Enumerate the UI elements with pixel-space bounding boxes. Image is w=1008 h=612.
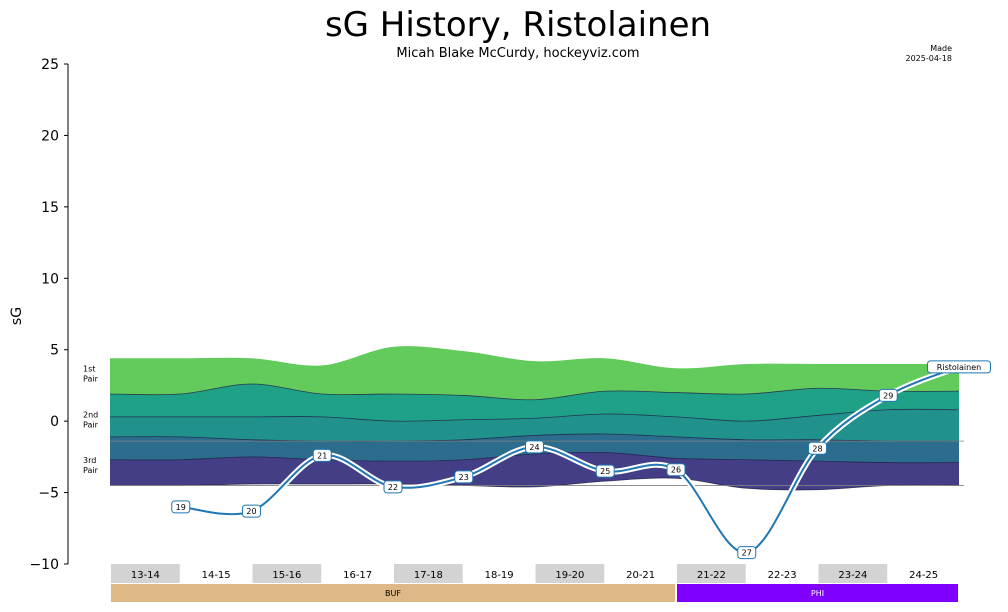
point-label-box	[383, 480, 403, 494]
point-label: 26	[671, 466, 681, 475]
season-label: 20-21	[626, 570, 655, 581]
point-label-box	[242, 504, 261, 518]
y-tick-label: 25	[41, 57, 59, 73]
y-tick-label: 0	[50, 414, 59, 430]
season-label: 15-16	[272, 570, 301, 581]
point-label-box	[312, 448, 332, 462]
point-label-box	[595, 464, 615, 478]
point-label: 25	[600, 467, 610, 476]
point-label: 19	[176, 503, 186, 512]
y-tick-label: −5	[38, 486, 59, 502]
season-label: 24-25	[909, 570, 938, 581]
point-label-box	[171, 500, 191, 514]
season-label: 22-23	[768, 570, 797, 581]
point-label-box	[808, 441, 827, 455]
season-label: 16-17	[343, 570, 372, 581]
point-label: 29	[883, 391, 893, 400]
y-axis: −10 −5 0 5 10 15 20 25	[29, 57, 69, 573]
season-cell	[252, 564, 322, 583]
band-boundary-line	[109, 433, 960, 442]
point-label: 24	[529, 443, 539, 452]
point-label-box	[454, 470, 474, 484]
y-tick-label: 5	[50, 343, 59, 359]
season-cell	[535, 564, 605, 583]
chart-subtitle: Micah Blake McCurdy, hockeyviz.com	[396, 46, 639, 61]
tier-band	[110, 346, 959, 400]
season-label: 17-18	[414, 570, 443, 581]
tier-label: Pair	[83, 466, 99, 475]
band-boundary-line	[109, 477, 960, 491]
point-label: 20	[246, 507, 256, 516]
team-segment	[111, 584, 675, 602]
band-boundary-line	[109, 451, 960, 464]
team-label: PHI	[811, 589, 824, 598]
made-date: 2025-04-18	[906, 54, 953, 63]
point-label-box	[666, 463, 686, 477]
tier-label: 2nd	[83, 410, 98, 419]
band-boundary-line	[109, 383, 960, 401]
tier-band	[110, 384, 959, 422]
tier-label: 1st	[83, 365, 95, 374]
y-tick-label: 10	[41, 271, 59, 287]
season-label: 19-20	[555, 570, 584, 581]
season-cell	[394, 564, 463, 583]
season-axis: 13-14 14-15 15-16 16-17 17-18 18-19 19-20 20-21…	[111, 564, 938, 583]
point-label: 21	[317, 451, 327, 460]
chart-title: sG History, Ristolainen	[325, 5, 711, 45]
season-label: 21-22	[697, 570, 726, 581]
team-segment	[677, 584, 958, 602]
team-label: BUF	[385, 589, 401, 598]
point-label-box	[525, 440, 544, 454]
tier-label: Pair	[83, 375, 99, 384]
band-boundary-line	[110, 408, 960, 422]
tier-label: 3rd	[83, 456, 96, 465]
y-tick-label: −10	[29, 557, 59, 573]
y-tick-label: 15	[41, 200, 59, 216]
made-label: Made	[930, 44, 952, 53]
point-label-box	[927, 360, 991, 374]
point-label: 23	[459, 473, 469, 482]
tier-bands	[109, 346, 960, 491]
tier-band	[110, 409, 959, 442]
season-label: 18-19	[485, 570, 514, 581]
series-group: 19 20 21 22 23 24 25 26 27 28 29 Ristolainen	[171, 360, 991, 560]
y-tick-label: 20	[41, 128, 59, 144]
season-label: 14-15	[202, 570, 231, 581]
tier-label: Pair	[83, 420, 99, 429]
season-label: 13-14	[131, 570, 160, 581]
point-label: 28	[812, 444, 822, 453]
point-label: 22	[388, 483, 398, 492]
point-label-box	[878, 388, 898, 402]
team-bar: BUF PHI	[111, 584, 958, 602]
y-axis-label: sG	[9, 307, 25, 325]
season-cell	[111, 564, 180, 583]
season-label: 23-24	[838, 570, 867, 581]
season-cell	[677, 564, 746, 583]
point-label: 27	[742, 549, 752, 558]
point-label: Ristolainen	[937, 363, 981, 372]
point-label-box	[737, 546, 757, 560]
season-cell	[818, 564, 888, 583]
